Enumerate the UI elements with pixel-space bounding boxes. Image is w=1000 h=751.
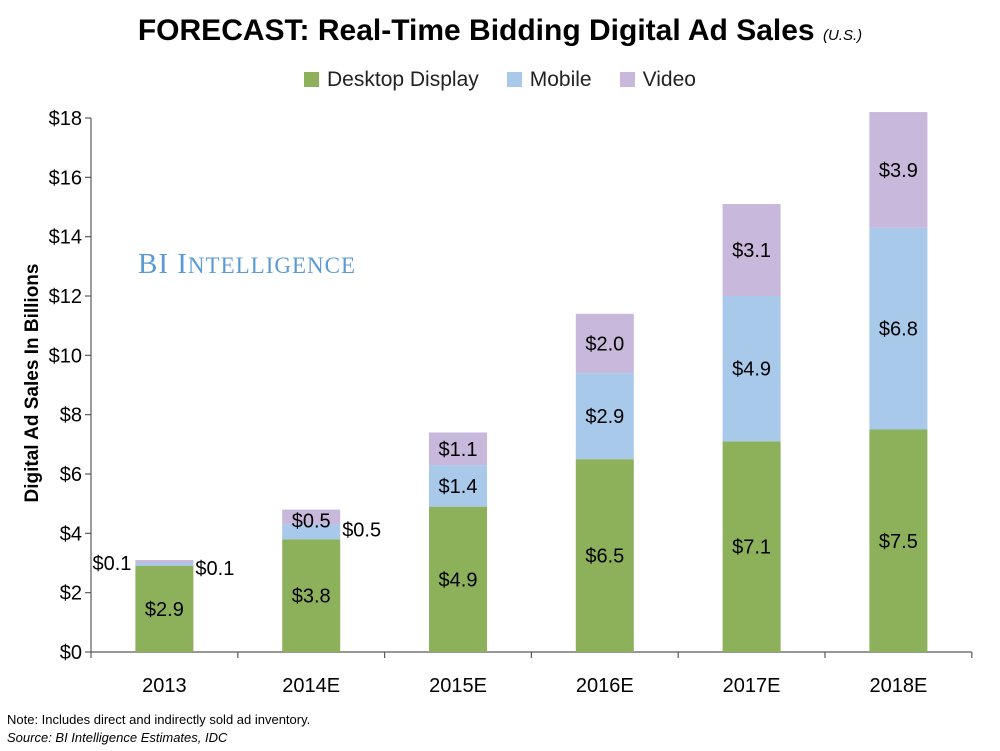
chart-legend: Desktop Display Mobile Video — [0, 68, 1000, 92]
legend-label: Desktop Display — [327, 68, 479, 91]
data-label: $2.0 — [585, 333, 624, 355]
x-tick-label: 2018E — [869, 675, 927, 697]
y-tick-label: $16 — [49, 167, 82, 189]
data-label: $6.5 — [585, 546, 624, 568]
footnote: Note: Includes direct and indirectly sol… — [7, 711, 310, 747]
bar-mobile — [135, 563, 194, 566]
data-label: $3.8 — [292, 586, 331, 608]
y-tick-label: $10 — [49, 345, 82, 367]
bar-video — [575, 313, 634, 374]
legend-item: Mobile — [506, 68, 592, 92]
bar-desktop-display — [282, 539, 341, 652]
watermark-part-3: NTELLIGENCE — [187, 253, 357, 278]
y-tick-label: $2 — [60, 583, 82, 605]
watermark: BI INTELLIGENCE — [138, 248, 356, 281]
data-label: $3.1 — [732, 240, 771, 262]
bar-mobile — [575, 373, 634, 460]
data-label: $0.5 — [342, 519, 381, 541]
legend-swatch — [619, 72, 635, 87]
y-tick-label: $4 — [60, 523, 82, 545]
watermark-part-2: I — [177, 248, 188, 280]
footnote-source: Source: BI Intelligence Estimates, IDC — [7, 730, 228, 745]
data-label: $4.9 — [439, 569, 478, 591]
bar-desktop-display — [869, 429, 928, 652]
bar-desktop-display — [429, 506, 487, 652]
data-label: $3.9 — [879, 160, 918, 182]
chart-title: FORECAST: Real-Time Bidding Digital Ad S… — [0, 14, 1000, 48]
bar-video — [135, 560, 194, 563]
bar-desktop-display — [135, 565, 194, 652]
legend-label: Video — [642, 68, 696, 91]
legend-label: Mobile — [529, 68, 592, 91]
bar-video — [722, 204, 781, 296]
bar-desktop-display — [575, 459, 634, 652]
footnote-note: Note: Includes direct and indirectly sol… — [7, 712, 311, 727]
bar-mobile — [869, 227, 928, 430]
y-axis-label: Digital Ad Sales In Billions — [22, 263, 43, 503]
data-label: $6.8 — [879, 319, 918, 341]
x-tick-label: 2017E — [723, 675, 781, 697]
data-label: $0.1 — [92, 553, 131, 575]
chart-subtitle: (U.S.) — [822, 27, 863, 44]
legend-swatch — [506, 72, 522, 87]
data-label: $2.9 — [145, 599, 184, 621]
x-tick-label: 2016E — [576, 675, 634, 697]
y-tick-label: $14 — [49, 227, 82, 249]
bar-video — [429, 432, 487, 466]
watermark-part-1: BI — [138, 248, 178, 280]
data-label: $0.5 — [292, 511, 331, 533]
legend-item: Video — [619, 68, 696, 92]
bar-video — [869, 112, 928, 228]
legend-item: Desktop Display — [304, 68, 479, 92]
bar-desktop-display — [722, 441, 781, 652]
x-tick-label: 2014E — [282, 675, 340, 697]
data-label: $1.4 — [439, 476, 478, 498]
y-tick-label: $0 — [60, 642, 82, 664]
data-label: $4.9 — [732, 359, 771, 381]
bar-mobile — [429, 465, 487, 507]
x-tick-label: 2013 — [142, 675, 187, 697]
y-tick-label: $18 — [49, 108, 82, 130]
data-label: $0.1 — [195, 558, 234, 580]
data-label: $2.9 — [585, 406, 624, 428]
y-tick-label: $12 — [49, 286, 82, 308]
y-tick-label: $6 — [60, 464, 82, 486]
data-label: $7.1 — [732, 537, 771, 559]
data-label: $7.5 — [879, 531, 918, 553]
bar-video — [282, 509, 341, 525]
chart-title-text: FORECAST: Real-Time Bidding Digital Ad S… — [137, 14, 815, 47]
bar-mobile — [722, 296, 781, 442]
x-tick-label: 2015E — [429, 675, 487, 697]
data-label: $1.1 — [439, 439, 478, 461]
bar-mobile — [282, 524, 341, 540]
y-tick-label: $8 — [60, 405, 82, 427]
legend-swatch — [304, 72, 320, 87]
